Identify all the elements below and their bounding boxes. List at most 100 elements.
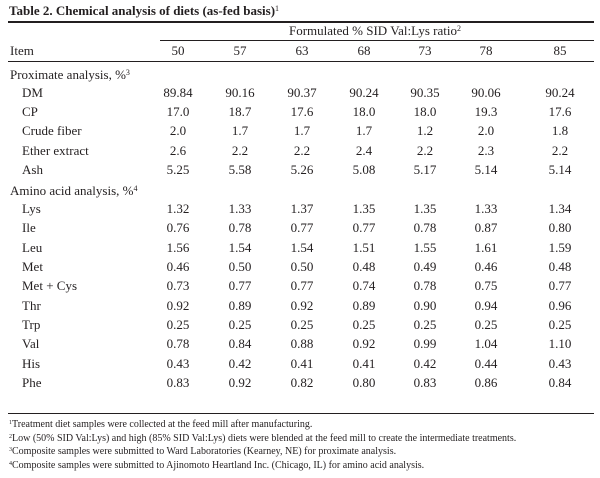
row-label: CP (22, 104, 38, 120)
table-cell: 5.25 (166, 162, 190, 177)
table-cell: 1.32 (166, 201, 190, 217)
item-header: Item (10, 43, 34, 58)
row-label: Lys (22, 201, 41, 217)
table-cell: 0.76 (166, 220, 190, 236)
row-label: Crude fiber (22, 123, 82, 139)
row-label: Met (22, 259, 43, 274)
table-cell: 0.50 (290, 259, 314, 274)
table-cell: 0.82 (290, 374, 314, 390)
table-cell: 18.0 (413, 104, 437, 120)
table-cell: 0.43 (548, 355, 572, 371)
table-cell: 0.25 (228, 316, 252, 332)
table-cell: 0.77 (290, 278, 314, 294)
table-cell: 0.42 (228, 355, 252, 371)
table-cell: 0.77 (290, 220, 314, 236)
row-label: His (22, 355, 41, 371)
table-cell: 1.37 (290, 201, 314, 217)
table-row: Val 0.78 0.84 0.88 0.92 0.99 1.04 1.10 (0, 336, 600, 352)
table-cell: 0.99 (413, 336, 437, 352)
row-label: DM (22, 84, 43, 100)
table-row: Leu 1.56 1.54 1.54 1.51 1.55 1.61 1.59 (0, 240, 600, 256)
table-cell: 1.34 (548, 201, 572, 217)
table-cell: 0.78 (228, 220, 252, 236)
table-cell: 0.78 (413, 278, 437, 294)
table-row: Phe 0.83 0.92 0.82 0.80 0.83 0.86 0.84 (0, 375, 600, 391)
table-cell: 2.0 (477, 123, 495, 139)
table-row: Thr 0.92 0.89 0.92 0.89 0.90 0.94 0.96 (0, 298, 600, 314)
table-cell: 0.87 (474, 220, 498, 236)
footnote: 3Composite samples were submitted to War… (9, 446, 397, 457)
table-cell: 0.25 (352, 316, 376, 332)
table-row: DM 89.84 90.16 90.37 90.24 90.35 90.06 90.24 (0, 85, 600, 101)
table-cell: 0.73 (166, 278, 190, 294)
table-cell: 0.43 (166, 355, 190, 371)
table-cell: 0.25 (474, 316, 498, 332)
table-cell: 0.88 (290, 336, 314, 352)
row-label: Trp (22, 316, 41, 332)
table-cell: 1.33 (228, 201, 252, 217)
table-cell: 0.84 (228, 336, 252, 352)
table-cell: 5.08 (352, 162, 376, 177)
table-row: Crude fiber 2.0 1.7 1.7 1.7 1.2 2.0 1.8 (0, 123, 600, 139)
table-cell: 2.4 (355, 142, 373, 158)
table-cell: 0.48 (548, 259, 572, 274)
table-cell: 0.25 (290, 316, 314, 332)
table-cell: 0.80 (352, 374, 376, 390)
table-cell: 1.7 (355, 123, 373, 139)
table-cell: 1.59 (548, 239, 572, 255)
table-cell: 1.51 (352, 239, 376, 255)
table-cell: 1.2 (416, 123, 434, 139)
table-cell: 2.2 (416, 142, 434, 158)
table-row: Ether extract 2.6 2.2 2.2 2.4 2.2 2.3 2.2 (0, 143, 600, 159)
table-row: Ash 5.25 5.58 5.26 5.08 5.17 5.14 5.14 (0, 162, 600, 178)
table-cell: 1.61 (474, 239, 498, 255)
footnote: 2Low (50% SID Val:Lys) and high (85% SID… (9, 432, 517, 444)
table-cell: 2.6 (169, 142, 187, 158)
column-spanner: Formulated % SID Val:Lys ratio2 (288, 23, 462, 38)
footnote: 1Treatment diet samples were collected a… (9, 419, 313, 430)
table-cell: 1.7 (293, 123, 311, 139)
table-cell: 0.44 (474, 355, 498, 371)
table-row: Ile 0.76 0.78 0.77 0.77 0.78 0.87 0.80 (0, 220, 600, 236)
column-header: 57 (233, 43, 247, 58)
table-cell: 0.92 (290, 297, 314, 313)
table-cell: 5.14 (548, 162, 572, 177)
table-cell: 89.84 (163, 84, 193, 100)
table-cell: 0.46 (474, 259, 498, 274)
table-cell: 0.25 (166, 316, 190, 332)
table-cell: 1.04 (474, 336, 498, 352)
table-cell: 0.41 (352, 355, 376, 371)
table-cell: 0.86 (474, 374, 498, 390)
table-cell: 2.3 (477, 142, 495, 158)
section-label: Amino acid analysis, %4 (10, 183, 138, 199)
table-cell: 1.35 (352, 201, 376, 217)
table-cell: 1.54 (290, 239, 314, 255)
column-header: 68 (357, 43, 371, 58)
row-label: Thr (22, 297, 41, 313)
table-cell: 0.77 (548, 278, 572, 294)
table-cell: 0.92 (166, 297, 190, 313)
table-cell: 1.54 (228, 239, 252, 255)
top-rule (8, 21, 594, 23)
row-label: Met + Cys (22, 278, 78, 294)
table-cell: 90.16 (225, 84, 255, 100)
column-header: 73 (418, 43, 432, 58)
table-cell: 0.46 (166, 259, 190, 274)
row-label: Ile (22, 220, 36, 236)
footnote: 4Composite samples were submitted to Aji… (9, 459, 425, 471)
table-cell: 0.80 (548, 220, 572, 236)
table-row: Met + Cys 0.73 0.77 0.77 0.74 0.78 0.75 0.77 (0, 278, 600, 294)
table-cell: 0.74 (352, 278, 376, 294)
table-title: Table 2. Chemical analysis of diets (as-… (9, 3, 280, 18)
table-cell: 90.24 (349, 84, 379, 100)
column-header: 63 (295, 43, 309, 58)
table-row: His 0.43 0.42 0.41 0.41 0.42 0.44 0.43 (0, 356, 600, 372)
table-cell: 19.3 (474, 104, 498, 120)
table-row: CP 17.0 18.7 17.6 18.0 18.0 19.3 17.6 (0, 104, 600, 120)
table-cell: 1.8 (551, 123, 569, 139)
table-cell: 5.14 (474, 162, 498, 177)
table-cell: 1.7 (231, 123, 249, 139)
table-cell: 5.26 (290, 162, 314, 177)
table-cell: 0.89 (228, 297, 252, 313)
table-cell: 2.2 (551, 142, 569, 158)
